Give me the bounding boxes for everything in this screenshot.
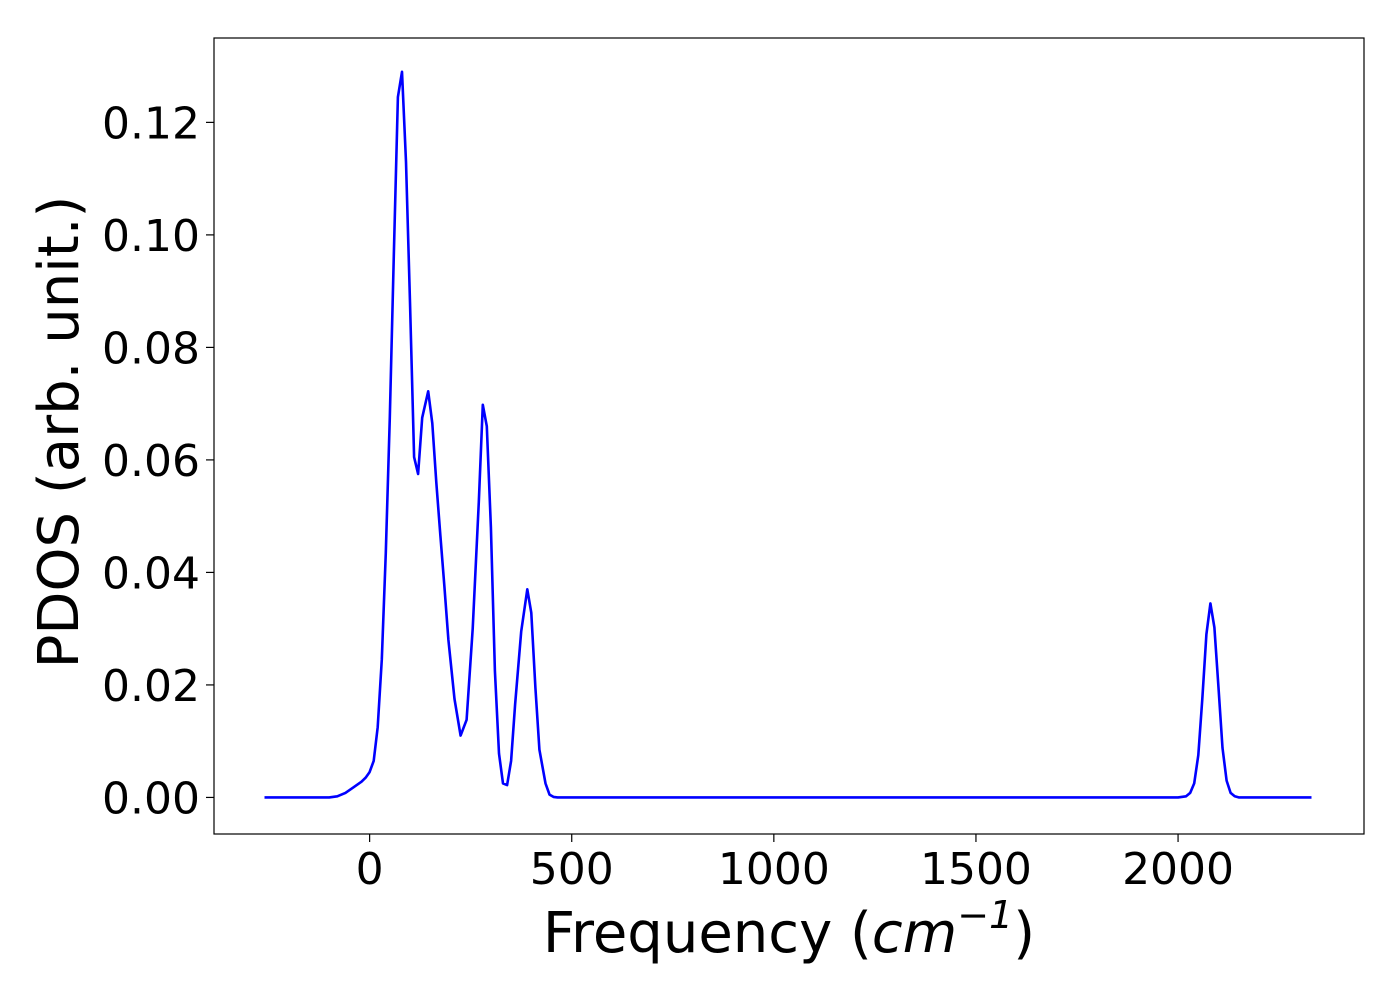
x-tick-label: 500 [530,844,614,895]
y-tick-label: 0.06 [102,436,200,487]
y-tick-label: 0.12 [102,98,200,149]
plot-area-frame [213,37,1365,835]
y-axis-ticks: 0.00 0.02 0.04 0.06 0.08 0.10 0.12 [102,98,214,824]
y-tick-label: 0.00 [102,773,200,824]
y-axis-label: PDOS (arb. unit.) [27,196,92,669]
x-tick-label: 2000 [1122,844,1234,895]
y-tick-label: 0.02 [102,661,200,712]
y-tick-label: 0.04 [102,548,200,599]
x-axis-label-unit-exponent: −1 [957,893,1013,937]
x-axis-label: Frequency (cm−1) [543,893,1035,966]
x-tick-label: 1000 [718,844,830,895]
y-tick-label: 0.08 [102,323,200,374]
x-tick-label: 0 [356,844,384,895]
series-layer [264,70,1312,799]
x-tick-label: 1500 [920,844,1032,895]
x-axis-ticks: 0 500 1000 1500 2000 [356,834,1234,895]
x-axis-label-prefix: Frequency ( [543,901,872,966]
pdos-series-line [264,70,1312,799]
x-axis-label-suffix: ) [1013,901,1035,966]
x-axis-label-unit: cm [872,901,957,966]
y-tick-label: 0.10 [102,211,200,262]
